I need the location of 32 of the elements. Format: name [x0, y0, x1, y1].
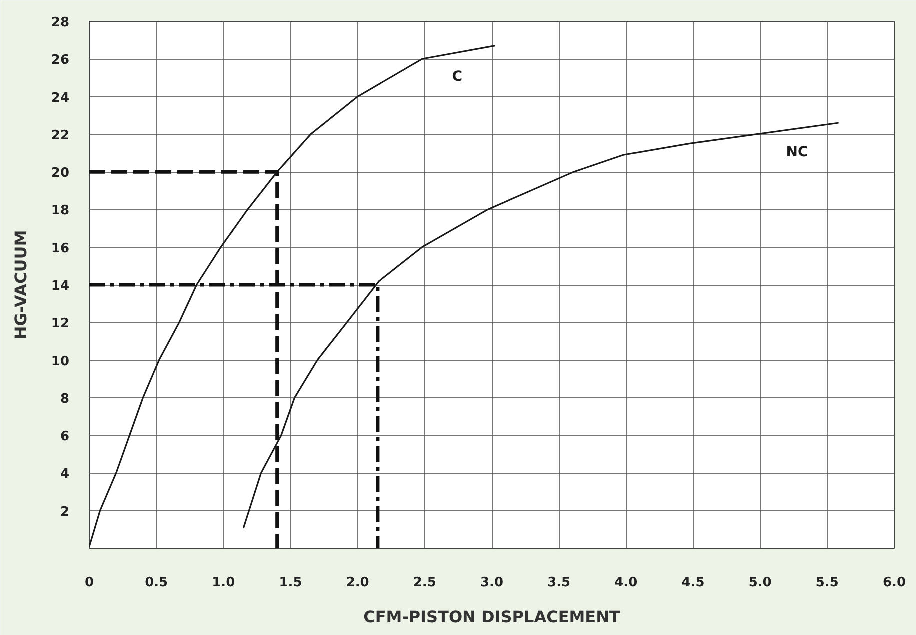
y-tick-label: 8 [60, 392, 70, 407]
y-tick-label: 22 [51, 128, 70, 144]
y-tick-label: 2 [60, 504, 70, 520]
x-tick-label: 6.0 [882, 576, 906, 590]
x-tick-label: 5.5 [816, 576, 839, 590]
x-tick-label: 4.5 [682, 576, 705, 590]
x-tick-label: 0 [84, 576, 94, 590]
y-axis-title: HG-VACUUM [11, 230, 30, 340]
y-tick-label: 24 [51, 90, 70, 106]
series-label: NC [786, 144, 808, 160]
x-tick-label: 2.5 [413, 576, 436, 590]
x-tick-label: 2.0 [346, 576, 370, 590]
y-tick-label: 16 [51, 241, 70, 256]
x-tick-label: 1.5 [279, 576, 302, 590]
x-tick-label: 4.0 [614, 576, 638, 590]
y-tick-label: 10 [51, 354, 70, 370]
x-tick-label: 5.0 [748, 576, 772, 590]
x-tick-label: 0.5 [145, 576, 168, 590]
x-tick-label: 3.0 [480, 576, 504, 590]
y-tick-label: 14 [51, 279, 70, 294]
series-label: C [452, 69, 463, 86]
y-tick-label: 28 [51, 16, 70, 30]
y-tick-label: 6 [60, 430, 70, 445]
y-tick-label: 12 [51, 316, 70, 332]
x-axis-title: CFM-PISTON DISPLACEMENT [364, 608, 620, 626]
y-tick-label: 18 [51, 204, 70, 219]
y-tick-label: 26 [51, 53, 70, 68]
x-tick-label: 1.0 [212, 576, 236, 590]
x-tick-label: 3.5 [548, 576, 571, 590]
y-tick-label: 4 [60, 467, 70, 482]
line-series [90, 45, 496, 548]
y-tick-label: 20 [51, 166, 70, 182]
